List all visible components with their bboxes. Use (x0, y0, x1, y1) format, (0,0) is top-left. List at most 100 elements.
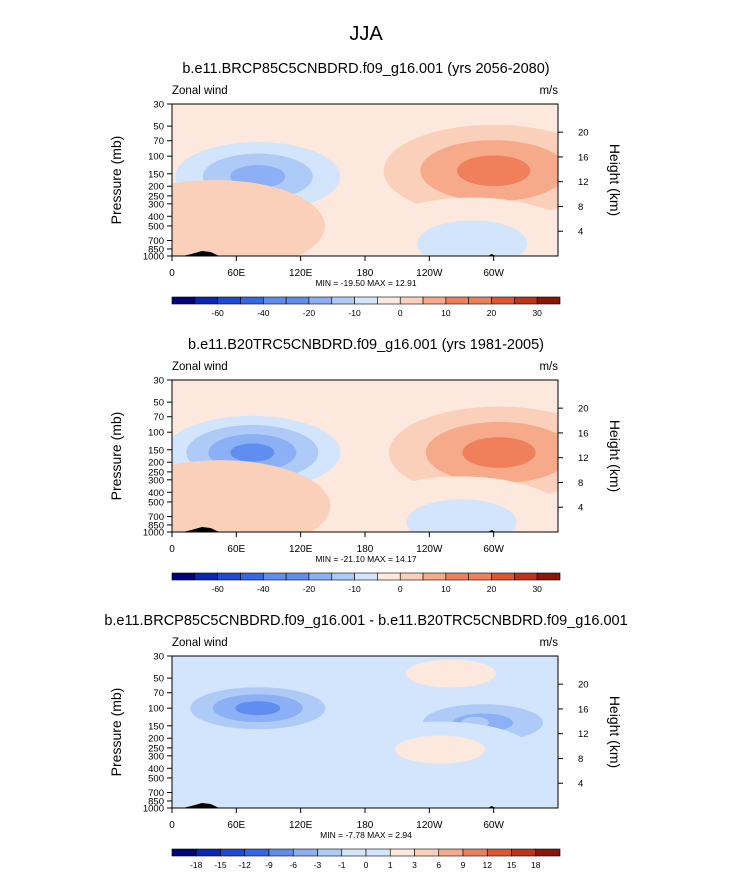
colorbar-box (217, 572, 241, 581)
colorbar-tick-label: 20 (487, 584, 497, 594)
field-extremum (230, 446, 259, 459)
x-tick-label: 60E (227, 268, 245, 279)
colorbar-tick-label: -20 (303, 584, 316, 594)
colorbar-box (195, 848, 221, 857)
y-tick-label: 100 (148, 704, 164, 715)
colorbar-box (171, 848, 197, 857)
figure-title: JJA (349, 23, 383, 45)
colorbar-box (486, 848, 512, 857)
y-tick-label: 400 (148, 212, 164, 223)
colorbar-tick-label: 15 (507, 860, 517, 870)
y-axis-label: Pressure (mb) (108, 412, 124, 501)
y-tick-label: 850 (148, 796, 164, 807)
colorbar-box (292, 848, 318, 857)
x-tick-label: 0 (169, 268, 175, 279)
y-tick-label: 50 (153, 398, 164, 409)
y2-axis-label: Height (km) (607, 144, 623, 216)
colorbar-tick-label: 20 (487, 308, 497, 318)
y-tick-label: 150 (148, 721, 164, 732)
colorbar-box (399, 296, 424, 305)
panels: b.e11.BRCP85C5CNBDRD.f09_g16.001 (yrs 20… (104, 61, 627, 870)
chart-panel-2: b.e11.B20TRC5CNBDRD.f09_g16.001 (yrs 198… (108, 337, 623, 594)
y-tick-label: 700 (148, 512, 164, 523)
colorbar-box (354, 572, 378, 581)
colorbar-box (285, 572, 310, 581)
colorbar: -60 -40 -20 -10 0 10 20 30 (171, 572, 561, 594)
field-extremum (450, 237, 479, 250)
colorbar-box (240, 572, 264, 581)
right-label: m/s (539, 85, 558, 97)
colorbar-tick-label: 30 (532, 584, 542, 594)
colorbar-box (194, 296, 218, 305)
colorbar-box (468, 296, 492, 305)
colorbar-box (285, 296, 310, 305)
colorbar-tick-label: -15 (214, 860, 227, 870)
colorbar-box (308, 296, 333, 305)
y-tick-label: 1000 (143, 528, 164, 539)
x-tick-label: 60E (227, 544, 245, 555)
colorbar: -18 -15 -12 -9 -6 -3 -1 0 1 3 6 9 12 15 18 (171, 848, 561, 870)
x-tick-label: 120E (289, 820, 313, 831)
y-tick-label: 500 (148, 773, 164, 784)
colorbar-box (422, 572, 447, 581)
y2-tick-label: 8 (578, 754, 583, 765)
y2-tick-label: 20 (578, 404, 589, 415)
colorbar-tick-label: 9 (461, 860, 466, 870)
colorbar-box (354, 296, 378, 305)
colorbar-box (535, 848, 561, 857)
colorbar-tick-label: -6 (289, 860, 297, 870)
colorbar-box (536, 296, 561, 305)
y-tick-label: 850 (148, 520, 164, 531)
colorbar-box (445, 296, 470, 305)
contour-region (172, 460, 331, 532)
stats-label: MIN = -19.50 MAX = 12.91 (315, 278, 416, 288)
colorbar-box (331, 296, 355, 305)
y2-axis-label: Height (km) (607, 420, 623, 492)
colorbar-tick-label: -60 (211, 584, 224, 594)
colorbar-box (331, 572, 355, 581)
y2-tick-label: 16 (578, 152, 589, 163)
colorbar-box (341, 848, 367, 857)
y2-tick-label: 8 (578, 202, 583, 213)
y2-tick-label: 16 (578, 428, 589, 439)
colorbar-box (220, 848, 246, 857)
colorbar-box (445, 572, 470, 581)
colorbar-box (317, 848, 343, 857)
panel-title: b.e11.BRCP85C5CNBDRD.f09_g16.001 - b.e11… (104, 613, 627, 629)
y2-tick-label: 16 (578, 704, 589, 715)
y-tick-label: 500 (148, 221, 164, 232)
left-label: Zonal wind (172, 637, 228, 649)
colorbar-box (414, 848, 440, 857)
colorbar-tick-label: -3 (314, 860, 322, 870)
colorbar-tick-label: -40 (257, 584, 270, 594)
y-tick-label: 30 (153, 100, 164, 111)
field-extremum (214, 500, 243, 513)
field-extremum (444, 667, 473, 680)
y-tick-label: 70 (153, 412, 164, 423)
colorbar-box (438, 848, 464, 857)
colorbar-box (389, 848, 415, 857)
x-tick-label: 120W (416, 544, 443, 555)
y-tick-label: 300 (148, 751, 164, 762)
y2-tick-label: 4 (578, 503, 583, 514)
colorbar-tick-label: 3 (412, 860, 417, 870)
colorbar-box (240, 296, 264, 305)
x-tick-label: 60W (483, 820, 504, 831)
colorbar-box (399, 572, 424, 581)
x-tick-label: 120W (416, 268, 443, 279)
colorbar-box (422, 296, 447, 305)
y2-tick-label: 12 (578, 177, 589, 188)
y-tick-label: 150 (148, 169, 164, 180)
x-tick-label: 60W (483, 544, 504, 555)
y-tick-label: 100 (148, 428, 164, 439)
colorbar-box (308, 572, 333, 581)
colorbar: -60 -40 -20 -10 0 10 20 30 (171, 296, 561, 318)
colorbar-box (377, 572, 401, 581)
colorbar-tick-label: 1 (388, 860, 393, 870)
chart-panel-3: b.e11.BRCP85C5CNBDRD.f09_g16.001 - b.e11… (104, 613, 627, 870)
x-tick-label: 120W (416, 820, 443, 831)
y-tick-label: 700 (148, 236, 164, 247)
y-tick-label: 70 (153, 688, 164, 699)
y-tick-label: 250 (148, 467, 164, 478)
colorbar-tick-label: 30 (532, 308, 542, 318)
